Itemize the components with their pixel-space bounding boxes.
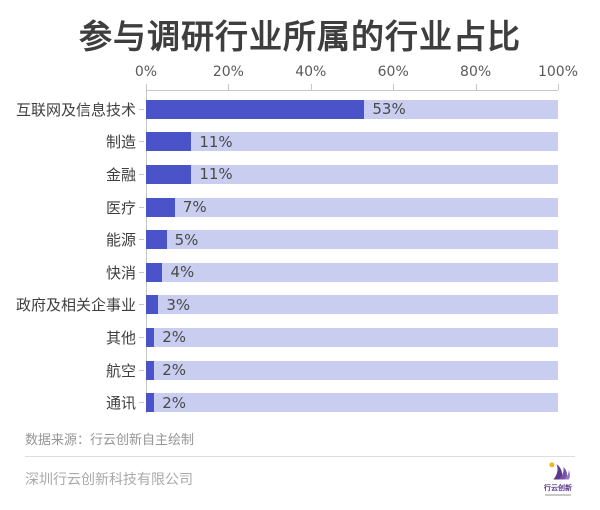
x-axis-line xyxy=(146,90,558,91)
value-label: 2% xyxy=(162,393,187,412)
bar-row: 政府及相关企事业 3% xyxy=(0,289,558,322)
category-tick xyxy=(139,304,144,306)
bar xyxy=(146,99,365,119)
bar xyxy=(146,327,155,347)
logo-swoosh-icon xyxy=(549,462,570,480)
bar-track: 11% xyxy=(146,164,558,184)
bar-track: 11% xyxy=(146,132,558,152)
x-axis-tick-mark xyxy=(558,84,559,90)
category-tick xyxy=(139,206,144,208)
bar-row: 其他 2% xyxy=(0,321,558,354)
company-logo: 行云创新 xyxy=(538,461,578,496)
bar-row: 互联网及信息技术 53% xyxy=(0,93,558,126)
bar-track: 2% xyxy=(146,327,558,347)
value-label: 7% xyxy=(182,198,207,217)
value-label: 2% xyxy=(162,328,187,347)
category-label: 医疗 xyxy=(105,198,136,217)
category-label: 航空 xyxy=(105,361,136,380)
bar-row: 航空 2% xyxy=(0,354,558,387)
category-tick xyxy=(139,369,144,371)
bar-track: 3% xyxy=(146,295,558,315)
value-label: 11% xyxy=(199,132,233,151)
bar xyxy=(146,132,192,152)
logo-text: 行云创新 xyxy=(544,484,572,492)
bar-track: 2% xyxy=(146,393,558,413)
bar-track: 7% xyxy=(146,197,558,217)
x-axis-tick-label: 60% xyxy=(377,64,409,80)
category-tick xyxy=(139,239,144,241)
bar-track: 5% xyxy=(146,230,558,250)
value-label: 3% xyxy=(166,295,191,314)
category-label: 制造 xyxy=(105,133,136,152)
value-label: 5% xyxy=(174,230,199,249)
value-label: 11% xyxy=(199,165,233,184)
category-label: 能源 xyxy=(105,231,136,250)
bar xyxy=(146,164,192,184)
bar xyxy=(146,295,159,315)
y-axis-line xyxy=(146,90,147,413)
category-tick xyxy=(139,336,144,338)
category-tick xyxy=(139,271,144,273)
category-tick xyxy=(139,141,144,143)
footer-divider xyxy=(25,456,575,457)
bar-row: 通讯 2% xyxy=(0,386,558,419)
category-label: 通讯 xyxy=(105,394,136,413)
category-tick xyxy=(139,173,144,175)
bar xyxy=(146,230,167,250)
x-axis-tick-label: 40% xyxy=(295,64,327,80)
x-axis-tick-label: 100% xyxy=(537,64,579,80)
x-axis-tick-mark xyxy=(146,84,147,90)
x-axis-tick-mark xyxy=(393,84,395,90)
bar-row: 快消 4% xyxy=(0,256,558,289)
bar-track: 53% xyxy=(146,99,558,119)
category-label: 其他 xyxy=(105,328,136,347)
bar-track: 2% xyxy=(146,360,558,380)
bar-row: 金融 11% xyxy=(0,158,558,191)
logo-subtext-line xyxy=(545,494,571,496)
bar xyxy=(146,262,163,282)
x-axis-tick-mark xyxy=(228,84,230,90)
source-note: 数据来源：行云创新自主绘制 xyxy=(25,433,195,448)
category-tick xyxy=(139,402,144,404)
category-label: 金融 xyxy=(105,165,136,184)
bar-track: 4% xyxy=(146,262,558,282)
chart-title: 参与调研行业所属的行业占比 xyxy=(79,17,521,56)
x-axis-tick-label: 0% xyxy=(134,64,158,80)
category-label: 政府及相关企事业 xyxy=(15,296,136,315)
bar-row: 医疗 7% xyxy=(0,191,558,224)
bars-area: 互联网及信息技术 53% 制造 11% 金融 11% 医疗 7% 能源 5% 快消 4% 政府及相关企事… xyxy=(0,93,558,419)
x-axis-tick-label: 80% xyxy=(460,64,492,80)
category-label: 互联网及信息技术 xyxy=(15,100,136,119)
company-name: 深圳行云创新科技有限公司 xyxy=(25,472,193,488)
bar xyxy=(146,197,175,217)
value-label: 2% xyxy=(162,361,187,380)
bar-row: 能源 5% xyxy=(0,223,558,256)
bar xyxy=(146,360,155,380)
x-axis-tick-label: 20% xyxy=(212,64,244,80)
x-axis-tick-mark xyxy=(475,84,477,90)
category-label: 快消 xyxy=(105,263,136,282)
bar-row: 制造 11% xyxy=(0,126,558,159)
x-axis-labels: 0% 20% 40% 60% 80% 100% xyxy=(135,64,578,82)
value-label: 4% xyxy=(170,263,195,282)
category-tick xyxy=(139,108,144,110)
value-label: 53% xyxy=(372,100,406,119)
x-axis-tick-mark xyxy=(310,84,312,90)
bar xyxy=(146,393,155,413)
